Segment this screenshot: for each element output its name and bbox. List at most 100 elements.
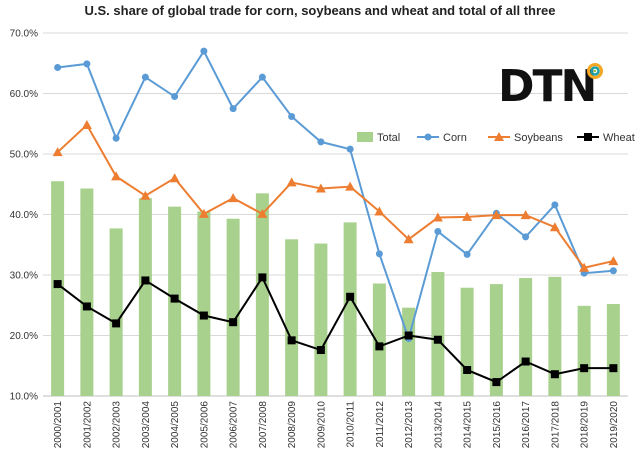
legend-label: Wheat [603,132,635,144]
point-soybeans [403,234,414,244]
point-soybeans [257,208,268,218]
point-corn [463,250,471,258]
x-tick-label: 2005/2006 [199,401,210,449]
point-soybeans [286,177,297,187]
point-soybeans [374,206,385,216]
point-corn [346,145,354,153]
point-soybeans [140,190,151,200]
point-soybeans [315,183,326,193]
x-tick-label: 2018/2019 [580,401,591,449]
y-tick-label: 60.0% [10,89,38,100]
x-axis: 2000/2001 2001/2002 2002/2003 2003/2004 2004… [53,401,620,449]
legend-marker [424,133,432,141]
x-tick-label: 2017/2018 [550,401,561,449]
x-tick-label: 2003/2004 [141,401,152,449]
bar-total [109,228,123,396]
dtn-logo-dot-icon [593,69,597,73]
point-wheat [316,346,325,355]
point-corn [375,250,383,258]
point-soybeans [432,212,443,222]
legend-item-total: Total [357,132,400,144]
x-tick-label: 2011/2012 [375,401,386,448]
point-wheat [375,342,384,351]
line-corn [57,49,614,342]
point-wheat [229,318,238,327]
bar-total [285,239,299,396]
point-soybeans [345,181,356,191]
y-tick-label: 20.0% [10,331,38,342]
bars [51,181,620,396]
legend-item-soybeans: Soybeans [488,132,563,144]
point-soybeans [81,119,92,129]
dtn-logo-text: DTN [498,61,595,112]
legend-item-wheat: Wheat [577,132,635,144]
point-corn [83,60,91,68]
bar-total [255,193,269,396]
chart-title: U.S. share of global trade for corn, soy… [84,3,556,18]
y-tick-label: 70.0% [10,29,38,40]
bar-total [138,198,152,396]
point-soybeans [520,210,531,220]
point-wheat [580,364,589,373]
legend-swatch [357,132,373,142]
point-wheat [170,294,179,303]
x-tick-label: 2007/2008 [258,401,269,449]
point-wheat [287,336,296,345]
bar-total [51,181,65,396]
bar-total [197,211,211,396]
point-wheat [199,311,208,320]
point-corn [141,73,149,81]
x-tick-label: 2001/2002 [82,401,93,449]
line-soybeans [56,123,614,269]
bar-total [343,222,357,396]
point-soybeans [198,208,209,218]
point-corn [229,105,237,113]
line-wheat [57,275,614,384]
y-tick-label: 50.0% [10,150,38,161]
bar-total [460,287,474,396]
x-tick-label: 2015/2016 [492,401,503,449]
x-tick-label: 2004/2005 [170,401,181,449]
point-wheat [492,378,501,387]
x-tick-label: 2002/2003 [112,401,123,449]
bar-total [314,243,328,396]
legend-marker [494,132,504,141]
point-wheat [258,273,267,282]
bar-total [519,278,533,396]
point-soybeans [549,222,560,232]
point-soybeans [608,256,619,266]
point-wheat [82,302,91,311]
legend-label: Corn [443,132,467,144]
point-corn [54,63,62,71]
legend-item-corn: Corn [417,132,467,144]
bar-total [431,271,445,396]
bar-total [80,188,94,396]
x-tick-label: 2019/2020 [609,401,620,449]
point-wheat [112,319,121,328]
series-wheat [53,273,618,387]
point-wheat [141,276,150,285]
point-wheat [404,331,413,340]
dtn-logo: DTN [498,61,603,112]
bar-total [606,304,620,396]
point-soybeans [228,193,239,203]
point-corn [551,201,559,209]
x-tick-label: 2009/2010 [316,401,327,449]
point-wheat [346,292,355,301]
bar-total [372,283,386,396]
point-corn [112,134,120,142]
dtn-logo-ring-inner-icon [590,66,600,76]
point-corn [288,112,296,120]
point-soybeans [169,173,180,183]
y-tick-label: 10.0% [10,392,38,403]
point-wheat [463,365,472,374]
point-soybeans [491,210,502,220]
x-tick-label: 2013/2014 [433,401,444,449]
x-tick-label: 2006/2007 [229,401,240,449]
x-tick-label: 2012/2013 [404,401,415,449]
point-soybeans [52,147,63,157]
point-corn [522,233,530,241]
bar-total [489,284,503,396]
x-tick-label: 2014/2015 [463,401,474,449]
legend: Total Corn Soybeans Wheat [357,132,635,144]
